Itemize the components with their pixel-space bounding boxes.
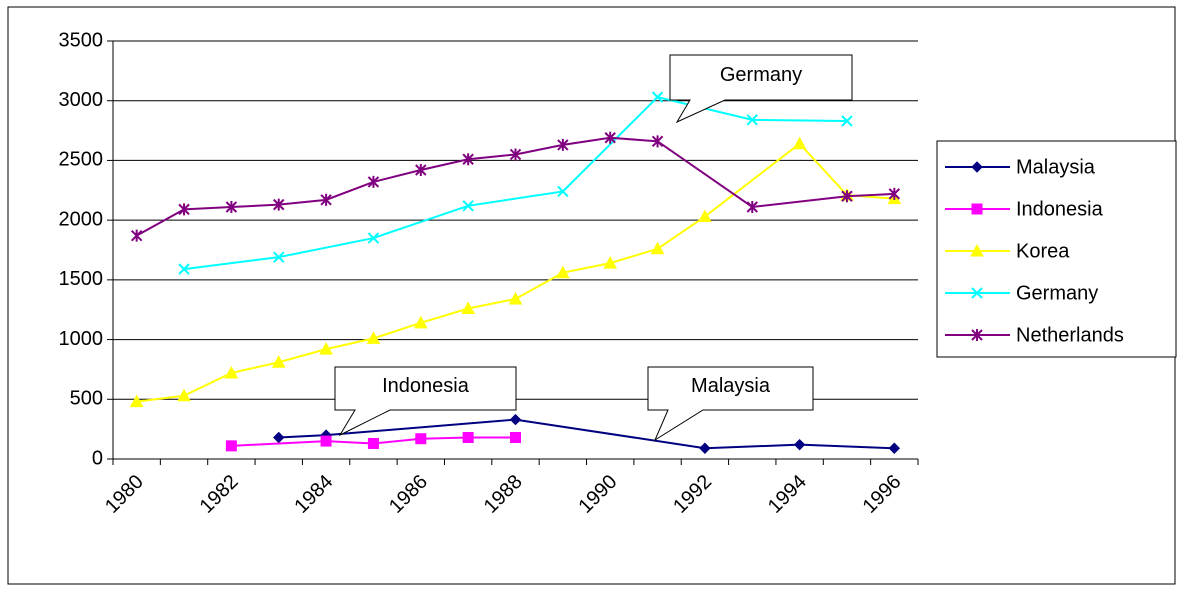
marker (320, 435, 332, 447)
marker (698, 209, 712, 223)
y-tick-label: 0 (92, 447, 103, 469)
marker (888, 442, 901, 454)
legend-marker (970, 243, 984, 257)
annotation: Indonesia (382, 375, 470, 397)
marker (462, 200, 474, 212)
legend-label: Malaysia (1016, 156, 1096, 178)
marker (366, 331, 381, 344)
marker (557, 138, 569, 151)
marker (650, 241, 665, 255)
marker (462, 153, 474, 166)
y-tick-label: 2000 (59, 208, 104, 230)
marker (461, 301, 475, 315)
marker (699, 442, 711, 454)
marker (319, 342, 333, 355)
annotation: Germany (720, 64, 802, 86)
legend-marker (971, 203, 983, 215)
marker (792, 136, 807, 150)
marker (178, 203, 190, 216)
callout (647, 366, 814, 442)
marker (651, 91, 664, 103)
marker (271, 355, 286, 368)
marker (841, 190, 853, 203)
marker (129, 394, 144, 408)
marker (509, 148, 522, 161)
marker (415, 433, 427, 445)
marker (367, 175, 380, 188)
marker (224, 365, 239, 379)
series-line (136, 142, 895, 403)
marker (177, 388, 191, 402)
callout (669, 54, 853, 124)
series-line (183, 96, 847, 271)
marker (413, 315, 428, 329)
callout (334, 366, 517, 437)
y-tick-label: 3000 (59, 89, 104, 111)
marker (225, 201, 238, 214)
marker (367, 232, 380, 244)
marker (367, 437, 379, 449)
marker (557, 185, 569, 198)
marker (508, 291, 523, 305)
y-tick-label: 2500 (59, 149, 104, 171)
y-tick-label: 3500 (59, 29, 104, 51)
marker (604, 131, 616, 144)
marker (510, 432, 521, 444)
marker (462, 432, 474, 444)
marker (178, 263, 190, 275)
marker (509, 413, 522, 426)
y-tick-label: 1500 (59, 268, 104, 290)
legend-label: Germany (1016, 282, 1098, 304)
marker (415, 163, 427, 176)
legend-label: Indonesia (1016, 198, 1104, 220)
marker (556, 265, 570, 279)
marker (273, 198, 285, 211)
annotation: Malaysia (691, 375, 771, 397)
marker (888, 187, 901, 200)
legend-label: Korea (1016, 240, 1070, 262)
marker (603, 256, 618, 269)
marker (793, 438, 806, 451)
legend-marker (971, 161, 983, 173)
y-tick-label: 1000 (59, 328, 104, 350)
legend-marker (971, 287, 983, 299)
marker (273, 251, 285, 263)
marker (320, 193, 332, 206)
marker (130, 229, 143, 242)
marker (746, 201, 758, 214)
marker (746, 114, 758, 126)
series-line (278, 418, 895, 450)
marker (225, 440, 237, 452)
legend-label: Netherlands (1016, 324, 1124, 346)
y-tick-label: 500 (70, 388, 103, 410)
marker (841, 115, 853, 127)
legend-marker (971, 329, 983, 341)
series-line (231, 436, 516, 447)
marker (651, 135, 664, 148)
